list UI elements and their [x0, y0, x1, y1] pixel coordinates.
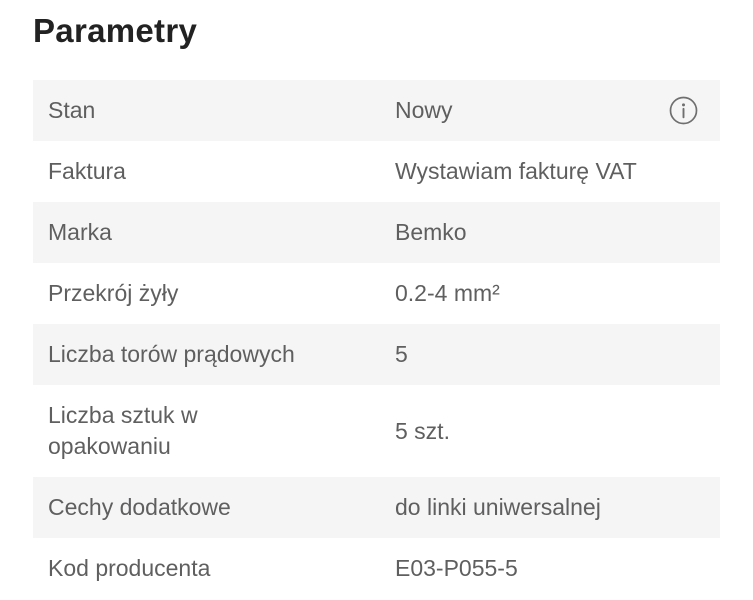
param-value-text: Wystawiam fakturę VAT: [395, 158, 637, 184]
param-value: Nowy: [395, 95, 720, 126]
param-label: Stan: [33, 95, 395, 126]
param-value-text: do linki uniwersalnej: [395, 494, 601, 520]
param-label: Liczba torów prądowych: [33, 339, 395, 370]
table-row: Cechy dodatkowe do linki uniwersalnej: [33, 477, 720, 538]
param-label-text: Liczba sztuk w opakowaniu: [48, 402, 198, 459]
table-row: Marka Bemko: [33, 202, 720, 263]
table-row: Liczba sztuk w opakowaniu 5 szt.: [33, 385, 720, 477]
param-label-text: Stan: [48, 97, 96, 123]
parameters-table: Stan Nowy Faktura: [33, 80, 720, 599]
param-label-text: Faktura: [48, 158, 126, 184]
param-value: do linki uniwersalnej: [395, 492, 720, 523]
param-value: 5 szt.: [395, 416, 720, 447]
param-value-text: 5 szt.: [395, 417, 450, 444]
param-label: Faktura: [33, 156, 395, 187]
param-value-text: E03-P055-5: [395, 555, 518, 581]
param-label-text: Liczba torów prądowych: [48, 341, 295, 367]
param-value: Wystawiam fakturę VAT: [395, 156, 720, 187]
param-label: Liczba sztuk w opakowaniu: [33, 400, 395, 462]
state-info-button[interactable]: [669, 96, 698, 125]
param-label: Przekrój żyły: [33, 278, 395, 309]
param-label: Marka: [33, 217, 395, 248]
param-value: 5: [395, 339, 720, 370]
param-value: E03-P055-5: [395, 553, 720, 584]
table-row: Przekrój żyły 0.2-4 mm²: [33, 263, 720, 324]
param-label-text: Marka: [48, 219, 112, 245]
param-label-text: Przekrój żyły: [48, 280, 179, 306]
param-label: Cechy dodatkowe: [33, 492, 395, 523]
table-row: Kod producenta E03-P055-5: [33, 538, 720, 599]
table-row: Stan Nowy: [33, 80, 720, 141]
param-label-text: Kod producenta: [48, 555, 211, 581]
param-value: 0.2-4 mm²: [395, 278, 720, 309]
param-value-text: Nowy: [395, 97, 453, 123]
param-value-text: Bemko: [395, 219, 467, 245]
param-label: Kod producenta: [33, 553, 395, 584]
table-row: Liczba torów prądowych 5: [33, 324, 720, 385]
page-title: Parametry: [33, 12, 198, 49]
param-value-text: 5: [395, 341, 408, 367]
param-label-text: Cechy dodatkowe: [48, 494, 231, 520]
table-row: Faktura Wystawiam fakturę VAT: [33, 141, 720, 202]
info-circle-icon: [669, 96, 698, 125]
param-value-text: 0.2-4 mm²: [395, 280, 500, 306]
param-value: Bemko: [395, 217, 720, 248]
